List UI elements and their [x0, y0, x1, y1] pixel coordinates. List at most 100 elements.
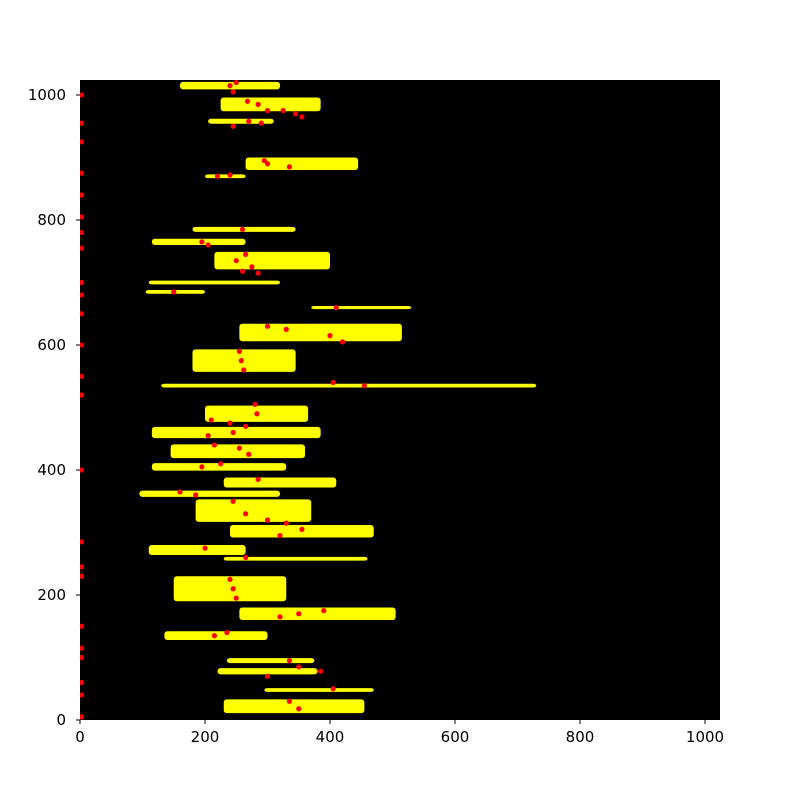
yellow-band [220, 97, 321, 112]
red-point [244, 98, 251, 104]
x-tick-label: 600 [441, 728, 470, 746]
x-tick-label: 1000 [686, 728, 724, 746]
red-point [233, 80, 239, 86]
y-tick-label: 1000 [28, 86, 66, 104]
red-point [238, 358, 244, 364]
red-point [255, 101, 261, 107]
red-point [299, 526, 305, 532]
red-point [296, 611, 302, 617]
red-point [80, 120, 85, 126]
red-point [241, 367, 247, 373]
red-point [80, 573, 85, 579]
red-point [227, 172, 233, 178]
red-point [296, 706, 302, 712]
red-point [205, 433, 211, 439]
red-point [80, 539, 85, 545]
red-point [80, 245, 85, 251]
yellow-band [139, 490, 280, 497]
red-point [230, 498, 236, 504]
red-point [230, 586, 236, 592]
red-point [339, 339, 346, 345]
plot-area [80, 80, 720, 720]
red-point [236, 348, 242, 354]
red-point [280, 108, 286, 114]
yellow-band [151, 463, 287, 471]
red-point [80, 342, 85, 348]
red-point [205, 242, 211, 248]
red-point [80, 139, 85, 145]
yellow-band [311, 305, 412, 310]
red-point [330, 379, 336, 386]
red-point [333, 304, 339, 311]
red-points-layer [80, 80, 367, 720]
red-point [80, 279, 85, 286]
yellow-band [264, 688, 374, 692]
red-point [80, 467, 85, 473]
red-point [199, 464, 205, 470]
yellow-band [151, 238, 246, 245]
red-point [233, 595, 239, 601]
red-point [218, 461, 224, 467]
x-tick-label: 200 [191, 728, 220, 746]
red-point [233, 258, 239, 264]
red-point [255, 476, 261, 482]
red-point [211, 633, 217, 639]
y-axis: 0 200 400 600 800 1000 [28, 86, 80, 729]
red-point [171, 289, 177, 295]
red-point [230, 429, 236, 436]
red-point [230, 89, 236, 95]
x-tick-label: 800 [566, 728, 595, 746]
red-point [227, 420, 233, 426]
red-point [236, 445, 242, 451]
red-point [239, 268, 246, 274]
red-point [208, 417, 214, 423]
y-tick-label: 600 [37, 336, 66, 354]
red-point [286, 658, 292, 664]
yellow-band [217, 668, 318, 675]
yellow-band [214, 251, 330, 270]
red-point [264, 108, 271, 114]
red-point [255, 270, 261, 276]
red-point [80, 292, 85, 298]
red-point [254, 411, 260, 417]
y-tick-label: 400 [37, 461, 66, 479]
yellow-band [245, 157, 359, 170]
red-point [243, 423, 249, 429]
red-point [264, 323, 271, 329]
yellow-band [195, 499, 312, 522]
yellow-band [208, 118, 274, 124]
yellow-band [205, 174, 246, 179]
red-point [286, 698, 292, 704]
y-tick-label: 200 [37, 586, 66, 604]
red-point [227, 83, 233, 89]
red-point [243, 511, 249, 517]
red-point [214, 173, 221, 179]
red-point [80, 654, 85, 661]
red-point [177, 489, 183, 495]
red-point [80, 714, 85, 720]
red-point [283, 520, 289, 526]
yellow-band [239, 607, 396, 620]
red-point [211, 442, 217, 448]
yellow-band [223, 699, 365, 714]
red-point [80, 564, 85, 570]
yellow-band [161, 383, 537, 388]
red-point [80, 214, 85, 220]
red-point [264, 517, 271, 523]
red-point [327, 333, 333, 339]
yellow-band [151, 426, 321, 439]
red-point [224, 629, 230, 636]
red-point [277, 533, 283, 539]
red-point [80, 92, 85, 98]
yellow-band [170, 444, 305, 459]
red-point [243, 554, 249, 561]
red-point [202, 545, 208, 551]
red-point [80, 623, 85, 629]
red-point [293, 111, 299, 117]
red-point [80, 170, 85, 176]
plot-background [80, 80, 720, 720]
yellow-band [148, 545, 246, 555]
x-axis: 0 200 400 600 800 1000 [75, 720, 724, 746]
yellow-band [223, 477, 337, 488]
